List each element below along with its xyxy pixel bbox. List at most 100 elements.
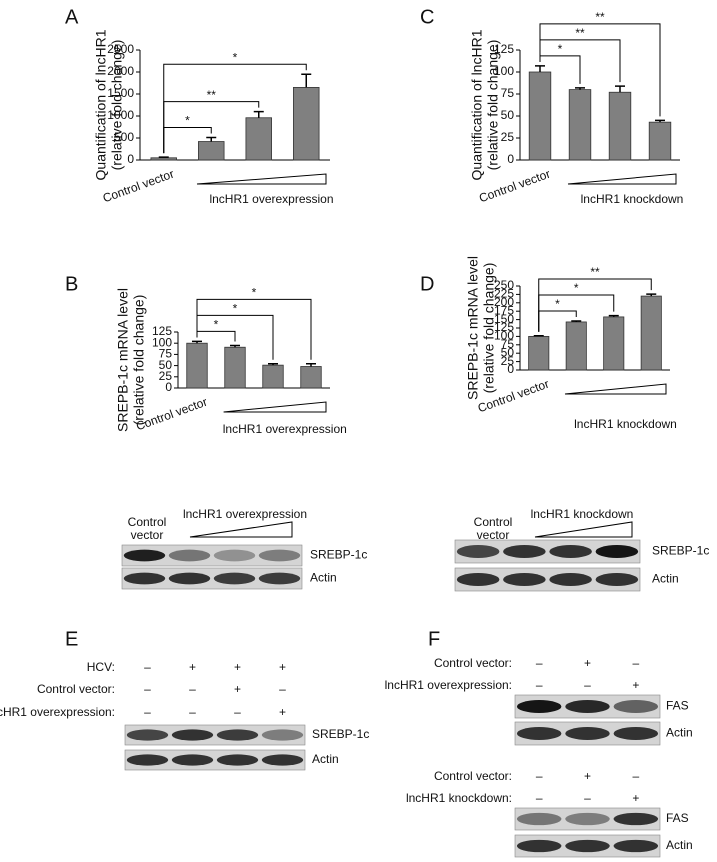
blot-band xyxy=(516,812,562,826)
y-tick-label: 1000 xyxy=(107,108,134,122)
x-axis-label: lncHR1 knockdown xyxy=(574,417,677,431)
y-tick-label: 2000 xyxy=(107,64,134,78)
blot-band xyxy=(258,549,301,562)
error-bar xyxy=(230,344,240,348)
bar xyxy=(568,89,592,161)
condition-sign: – xyxy=(234,705,241,719)
dose-wedge xyxy=(564,383,667,395)
blot-row-label: SREBP-1c xyxy=(652,544,709,558)
blot-band xyxy=(216,729,259,741)
condition-sign: + xyxy=(632,678,639,692)
y-tick-label: 50 xyxy=(501,108,515,122)
bar xyxy=(603,316,625,371)
blot-strip xyxy=(514,807,661,831)
condition-sign: + xyxy=(234,660,241,674)
blot-strip xyxy=(121,544,303,567)
blot-row-label: FAS xyxy=(666,811,689,825)
x-tick-label: Control vector xyxy=(477,167,552,206)
bar xyxy=(565,321,587,371)
condition-sign: – xyxy=(189,682,196,696)
blot-band xyxy=(216,754,259,766)
significance-bracket xyxy=(163,63,307,154)
blot-band xyxy=(595,573,639,586)
error-bar xyxy=(192,340,202,344)
blot-band xyxy=(613,839,659,853)
error-bar xyxy=(158,156,169,158)
y-axis-label: Quantification of lncHR1 xyxy=(469,29,485,180)
significance-label: ** xyxy=(575,26,585,40)
blot-row-label: Actin xyxy=(666,838,693,852)
condition-sign: – xyxy=(536,678,543,692)
y-tick-label: 2500 xyxy=(107,42,134,56)
dose-wedge xyxy=(196,173,327,185)
error-bar xyxy=(615,85,625,93)
condition-label: Control vector: xyxy=(434,656,512,670)
y-tick-label: 100 xyxy=(494,64,514,78)
bar xyxy=(608,91,632,161)
lane-header: Control xyxy=(128,515,167,529)
blot-band xyxy=(503,573,546,586)
y-tick-label: 500 xyxy=(114,130,134,144)
lane-header: vector xyxy=(477,528,510,542)
significance-label: * xyxy=(214,318,219,332)
y-tick-label: 25 xyxy=(159,369,173,383)
significance-label: * xyxy=(555,297,560,311)
blot-band xyxy=(565,839,610,853)
blot-band xyxy=(565,727,610,740)
bar xyxy=(640,295,662,371)
y-tick-label: 0 xyxy=(127,152,134,166)
y-tick-label: 175 xyxy=(494,303,514,317)
blot-band xyxy=(549,545,592,558)
y-axis-label: Quantification of lncHR1 xyxy=(93,29,109,180)
significance-label: * xyxy=(558,42,563,56)
condition-sign: – xyxy=(632,656,639,670)
blot-band xyxy=(213,549,256,562)
bar xyxy=(245,117,272,161)
blot-band xyxy=(516,700,562,713)
error-bar xyxy=(268,363,278,366)
blot-row-label: FAS xyxy=(666,699,689,713)
bar xyxy=(300,366,322,389)
condition-label: lncHR1 overexpression: xyxy=(0,705,115,719)
blot-band xyxy=(171,754,214,766)
lane-header: vector xyxy=(131,528,164,542)
dose-wedge xyxy=(567,173,677,185)
blot-band xyxy=(456,573,500,586)
y-tick-label: 125 xyxy=(494,320,514,334)
blot-band xyxy=(168,572,211,585)
condition-label: HCV: xyxy=(87,660,115,674)
y-axis-label: (relative fold change) xyxy=(131,295,147,426)
y-tick-label: 75 xyxy=(159,347,173,361)
dose-wedge xyxy=(189,521,293,538)
blot-band xyxy=(213,572,256,585)
condition-sign: – xyxy=(536,656,543,670)
bar xyxy=(648,121,672,161)
condition-sign: – xyxy=(279,682,286,696)
y-tick-label: 0 xyxy=(507,152,514,166)
blot-band xyxy=(565,700,610,713)
blot-band xyxy=(613,727,659,740)
y-tick-label: 0 xyxy=(165,380,172,394)
blot-row-label: Actin xyxy=(666,726,693,740)
blot-band xyxy=(123,572,166,585)
y-tick-label: 50 xyxy=(159,358,173,372)
x-tick-label: Control vector xyxy=(101,167,176,206)
error-bar xyxy=(575,87,585,90)
condition-label: lncHR1 knockdown: xyxy=(406,791,512,805)
blot-band xyxy=(258,572,301,585)
blot-band xyxy=(126,729,169,741)
panel-letter: C xyxy=(420,6,434,28)
x-axis-label: lncHR1 overexpression xyxy=(209,192,333,206)
significance-label: ** xyxy=(595,10,605,24)
bar xyxy=(262,364,284,389)
blot-band xyxy=(595,545,639,558)
treatment-label: lncHR1 overexpression xyxy=(183,507,307,521)
condition-sign: – xyxy=(144,705,151,719)
blot-row-label: Actin xyxy=(310,571,337,585)
blot-strip xyxy=(454,567,641,592)
condition-label: lncHR1 overexpression: xyxy=(385,678,512,692)
significance-label: ** xyxy=(590,265,600,279)
blot-row-label: Actin xyxy=(652,572,679,586)
x-axis-label: lncHR1 knockdown xyxy=(581,192,684,206)
